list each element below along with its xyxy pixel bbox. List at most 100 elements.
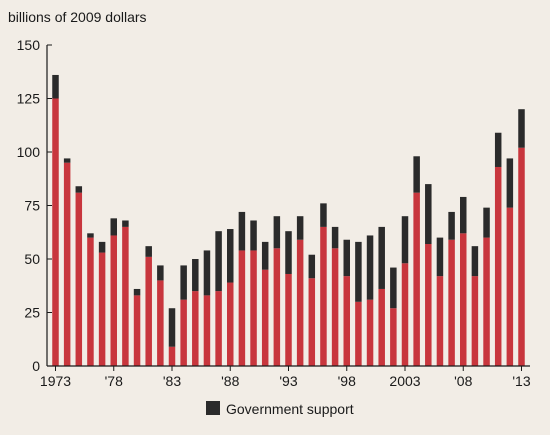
x-axis: 1973 '78 '83 '88 '93 '98 2003 '08 '13 (40, 365, 531, 389)
y-tick-label: 25 (24, 305, 40, 321)
y-tick-label: 0 (32, 358, 40, 374)
bar-segment-base (180, 299, 187, 366)
bar-segment-government-support (87, 233, 94, 238)
bar-segment-base (413, 192, 420, 366)
bar-segment-base (320, 226, 327, 366)
bar-segment-base (63, 162, 71, 366)
bar-segment-government-support (343, 239, 350, 277)
bar-segment-government-support (355, 241, 362, 302)
bar-segment-base (436, 276, 444, 366)
bar-segment-base (87, 237, 94, 366)
bar-segment-base (168, 346, 176, 366)
bar-segment-base (145, 256, 152, 366)
y-tick-label: 50 (24, 251, 40, 267)
bar-segment-government-support (238, 211, 246, 251)
x-tick-label: '78 (105, 373, 123, 389)
bar-segment-government-support (192, 259, 199, 292)
bar-segment-base (366, 299, 374, 366)
bar-segment-government-support (425, 184, 432, 245)
bar-segment-base (331, 248, 339, 366)
legend: Government support (206, 401, 354, 417)
bar-segment-base (460, 233, 467, 366)
x-tick-label: '08 (454, 373, 472, 389)
bar-segment-base (390, 308, 397, 366)
bar-segment-government-support (471, 246, 479, 277)
bar-segment-base (401, 263, 409, 366)
bar-segment-base (518, 147, 525, 366)
bar-segment-base (494, 166, 502, 366)
bar-segment-government-support (366, 235, 374, 300)
bar-segment-government-support (168, 308, 176, 347)
bar-segment-base (250, 250, 257, 366)
y-axis: 0 25 50 75 100 125 150 (17, 37, 52, 374)
bar-segment-government-support (401, 216, 409, 264)
bar-segment-base (448, 239, 455, 366)
bar-segment-government-support (518, 109, 525, 148)
bar-segment-base (506, 207, 514, 366)
bar-segment-government-support (250, 220, 257, 251)
bar-segment-base (215, 291, 222, 366)
x-tick-label: '13 (512, 373, 530, 389)
bar-segment-base (273, 248, 281, 366)
y-tick-label: 100 (17, 144, 41, 160)
y-axis-label: billions of 2009 dollars (8, 9, 147, 25)
bar-segment-government-support (75, 186, 83, 193)
bar-segment-government-support (296, 216, 304, 240)
bar-segment-base (133, 295, 141, 366)
bar-segment-base (355, 301, 362, 366)
bar-segment-government-support (378, 226, 385, 289)
bar-segment-government-support (448, 211, 455, 240)
bar-segment-government-support (285, 231, 292, 274)
bar-segment-base (110, 235, 117, 366)
bar-segment-base (261, 269, 269, 366)
y-tick-label: 125 (17, 91, 41, 107)
bar-segment-government-support (122, 220, 129, 227)
bar-segment-government-support (331, 226, 339, 249)
bar-segment-government-support (483, 207, 490, 238)
bar-segment-government-support (157, 265, 164, 281)
x-tick-label: '83 (163, 373, 181, 389)
legend-swatch-government-support (206, 401, 220, 415)
bar-segment-base (75, 192, 83, 366)
bar-segment-government-support (227, 229, 234, 283)
bar-segment-base (483, 237, 490, 366)
bar-segment-government-support (460, 196, 467, 234)
bar-segment-government-support (180, 265, 187, 300)
bar-segment-government-support (52, 74, 59, 99)
bar-segment-government-support (145, 246, 152, 257)
bar-segment-base (238, 250, 246, 366)
bar-segment-government-support (436, 237, 444, 277)
bar-segment-government-support (261, 241, 269, 270)
bar-segment-government-support (63, 158, 71, 163)
bar-segment-government-support (320, 203, 327, 227)
bar-segment-government-support (203, 250, 211, 296)
bar-segment-base (52, 98, 59, 366)
bar-segment-base (122, 226, 129, 366)
bar-segment-government-support (308, 254, 316, 279)
bar-segment-base (192, 291, 199, 366)
bar-segment-base (378, 288, 385, 366)
bar-segment-base (285, 273, 292, 366)
bar-segment-base (157, 280, 164, 366)
x-tick-label: '88 (221, 373, 239, 389)
bar-segment-government-support (133, 288, 141, 296)
x-tick-label: 1973 (40, 373, 71, 389)
bars-group (52, 74, 525, 366)
bar-segment-government-support (98, 241, 106, 253)
bar-segment-base (98, 252, 106, 366)
x-tick-label: '93 (279, 373, 297, 389)
legend-label-government-support: Government support (226, 401, 354, 417)
bar-segment-government-support (413, 156, 420, 193)
bar-segment-government-support (110, 218, 117, 236)
bar-segment-base (308, 278, 316, 366)
bar-segment-government-support (506, 158, 514, 208)
bar-segment-base (425, 244, 432, 366)
y-tick-label: 150 (17, 37, 41, 53)
bar-segment-base (343, 276, 350, 366)
bar-segment-government-support (273, 216, 281, 249)
bar-segment-base (227, 282, 234, 366)
bar-segment-base (296, 239, 304, 366)
x-tick-label: 2003 (389, 373, 420, 389)
bar-segment-base (471, 276, 479, 366)
